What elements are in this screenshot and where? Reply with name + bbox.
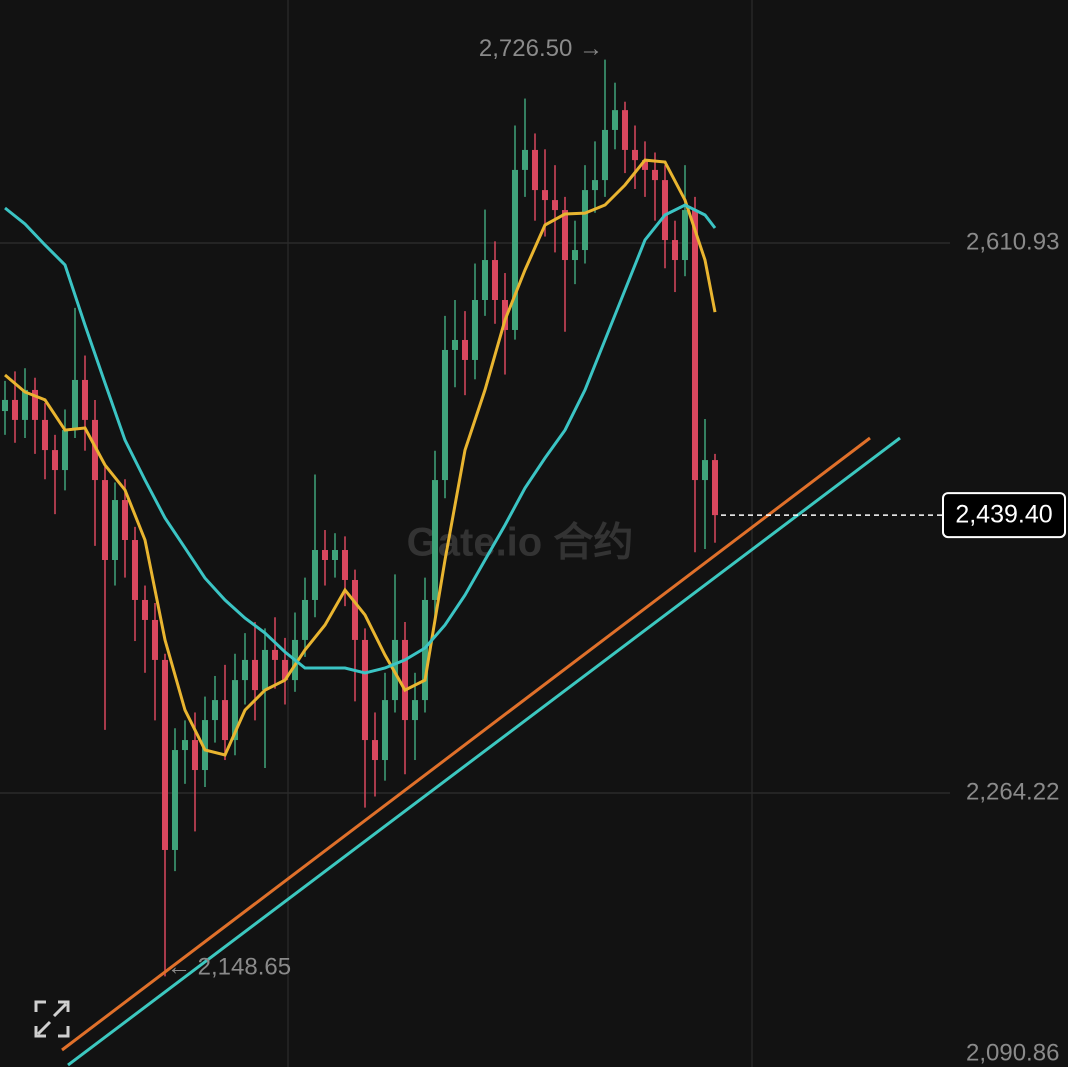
- candle-body: [452, 339, 458, 350]
- candle-body: [552, 200, 558, 211]
- candle-body: [172, 750, 178, 850]
- moving-average: [4, 203, 717, 675]
- candle-body: [42, 419, 48, 451]
- candle-body: [642, 160, 648, 170]
- y-tick-label: 2,090.86: [966, 1039, 1059, 1066]
- candle-body: [332, 550, 338, 560]
- candle-body: [662, 180, 668, 241]
- candle-body: [372, 740, 378, 761]
- candle-body: [612, 110, 618, 130]
- candle-body: [622, 110, 628, 150]
- grid: [0, 242, 950, 794]
- candle-body: [142, 599, 148, 620]
- candle-body: [522, 149, 528, 170]
- candle-body: [572, 250, 578, 261]
- candle-body: [152, 619, 158, 660]
- candle-body: [302, 599, 308, 640]
- candle-body: [582, 190, 588, 251]
- candle-body: [402, 639, 408, 721]
- candle-body: [412, 700, 418, 721]
- candle-body: [242, 659, 248, 681]
- candle-body: [232, 680, 238, 741]
- candle-body: [192, 740, 198, 771]
- candle-body: [512, 169, 518, 330]
- candle-body: [312, 550, 318, 600]
- candle-body: [202, 720, 208, 771]
- candle-body: [422, 599, 428, 701]
- candle-body: [702, 460, 708, 481]
- fullscreen-icon[interactable]: [34, 1000, 70, 1038]
- candle-body: [22, 389, 28, 420]
- candle-body: [262, 649, 268, 691]
- candle-body: [122, 500, 128, 541]
- candle-body: [282, 659, 288, 681]
- y-tick-label: 2,264.22: [966, 778, 1059, 805]
- candle-body: [472, 300, 478, 360]
- candle-body: [382, 700, 388, 761]
- candle-body: [482, 260, 488, 301]
- candle-body: [322, 550, 328, 560]
- candle-body: [492, 260, 498, 301]
- candle-body: [342, 550, 348, 580]
- candle-body: [712, 460, 718, 516]
- candle-body: [592, 180, 598, 191]
- candle-body: [112, 500, 118, 560]
- candle-body: [692, 210, 698, 481]
- candle-body: [352, 579, 358, 640]
- labels: 2,610.93 2,264.22 2,090.86 2,726.50 → ← 2,14…: [167, 35, 1066, 1066]
- candle-body: [72, 379, 78, 431]
- candle-body: [52, 450, 58, 471]
- candle-body: [102, 480, 108, 560]
- candle-body: [162, 659, 168, 850]
- lines: [4, 158, 901, 1067]
- moving-average: [4, 158, 717, 757]
- candle-body: [12, 399, 18, 420]
- candle-body: [252, 659, 258, 691]
- candle-body: [212, 700, 218, 721]
- candle-body: [532, 149, 538, 191]
- candle-body: [502, 300, 508, 330]
- candle-body: [562, 210, 568, 261]
- candle-body: [272, 649, 278, 660]
- candle-body: [652, 169, 658, 181]
- fullscreen-glyph[interactable]: [34, 1000, 70, 1038]
- candle-body: [432, 480, 438, 600]
- candle-body: [442, 349, 448, 481]
- candle-body: [362, 639, 368, 741]
- low-label: ← 2,148.65: [167, 954, 291, 981]
- candle-body: [632, 149, 638, 161]
- y-tick-label: 2,610.93: [966, 228, 1059, 255]
- candle-body: [182, 740, 188, 751]
- candle-body: [222, 700, 228, 741]
- last-price-box: [942, 492, 1066, 539]
- watermark: Gate.io 合约: [407, 521, 634, 565]
- trend-line: [67, 436, 901, 1067]
- candle-body: [462, 339, 468, 360]
- candle-body: [92, 419, 98, 481]
- candle-body: [672, 240, 678, 261]
- candle-body: [602, 129, 608, 181]
- candle-body: [682, 210, 688, 261]
- candle-body: [132, 540, 138, 600]
- candle-body: [62, 430, 68, 471]
- high-label: 2,726.50 →: [479, 35, 603, 62]
- last-price-label: 2,439.40: [955, 501, 1052, 529]
- candle-body: [32, 389, 38, 420]
- trend-line: [61, 436, 871, 1052]
- candle-body: [542, 190, 548, 201]
- candle-body: [2, 399, 8, 412]
- candle-body: [82, 379, 88, 420]
